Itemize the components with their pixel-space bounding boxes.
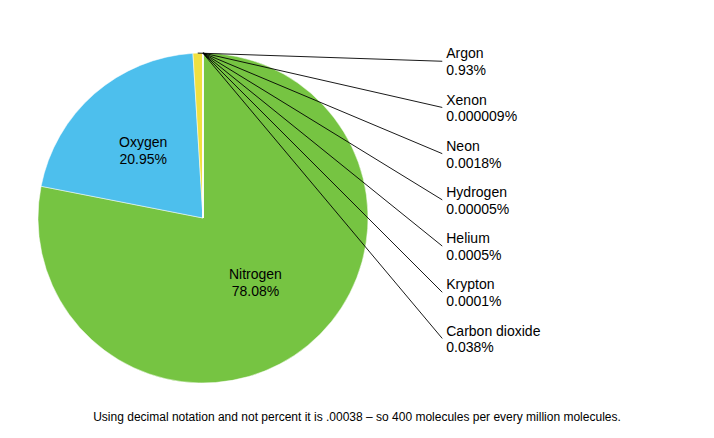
svg-text:Nitrogen78.08%: Nitrogen78.08%	[229, 266, 282, 299]
svg-text:Xenon0.000009%: Xenon0.000009%	[446, 92, 517, 125]
svg-text:Neon0.0018%: Neon0.0018%	[446, 138, 501, 171]
svg-text:Carbon dioxide0.038%: Carbon dioxide0.038%	[446, 323, 540, 356]
svg-text:Krypton0.0001%: Krypton0.0001%	[446, 276, 501, 309]
svg-text:Hydrogen0.00005%: Hydrogen0.00005%	[446, 184, 509, 217]
html-text:Using decimal notation and not: Using decimal notation and not percent i…	[93, 410, 621, 424]
svg-text:Argon0.93%: Argon0.93%	[446, 45, 486, 78]
svg-text:Helium0.0005%: Helium0.0005%	[446, 230, 501, 263]
svg-text:Oxygen20.95%: Oxygen20.95%	[119, 134, 167, 167]
